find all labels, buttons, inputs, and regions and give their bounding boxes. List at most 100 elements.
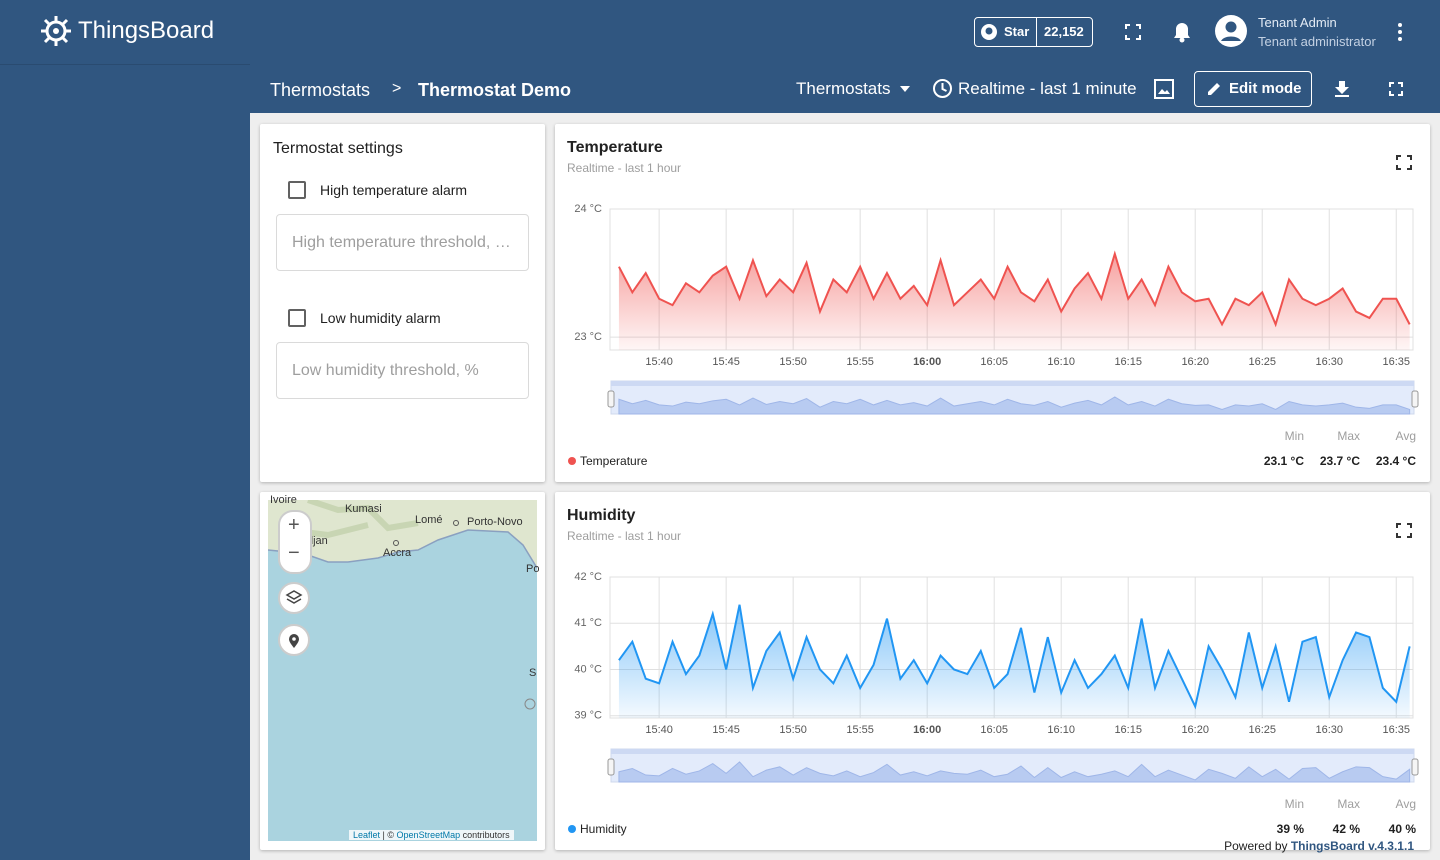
github-icon — [981, 24, 997, 40]
x-tick-label: 15:55 — [846, 356, 874, 368]
y-tick-label: 23 °C — [574, 331, 602, 343]
link[interactable]: OpenStreetMap — [396, 830, 461, 840]
chart: 39 °C 40 °C 41 °C 42 °C 15:40 15:45 15:50 15:55… — [568, 523, 1419, 833]
map-label: Kumasi — [345, 503, 382, 515]
zoom-out[interactable]: − — [288, 542, 300, 564]
area — [618, 604, 1410, 718]
navigator-handle[interactable] — [1411, 758, 1419, 776]
y-tick-label: 42 °C — [574, 571, 602, 583]
legend-stat-label: Min — [1284, 797, 1304, 811]
settings-widget: Termostat settings High temperature alar… — [260, 124, 545, 482]
widget-subtitle: Realtime - last 1 hour — [567, 161, 682, 175]
navigator-handle[interactable] — [607, 758, 615, 776]
breadcrumb-current: Thermostat Demo — [418, 80, 572, 100]
edit-mode-button[interactable] — [1194, 71, 1312, 107]
x-tick-label: 15:45 — [712, 356, 740, 368]
placeholder: Low humidity threshold, % — [292, 362, 479, 379]
checkbox[interactable] — [288, 309, 306, 327]
timewindow[interactable]: Realtime - last 1 minute — [958, 79, 1137, 98]
image-icon[interactable] — [1154, 79, 1174, 99]
footer-link[interactable]: ThingsBoard v.4.3.1.1 — [1290, 839, 1414, 853]
breadcrumb-parent[interactable]: Thermostats — [270, 80, 371, 100]
navigator-handle[interactable] — [1411, 390, 1419, 408]
download-icon[interactable] — [1334, 80, 1350, 98]
legend-stat-label: Avg — [1395, 429, 1416, 443]
footer-text: Powered by — [1224, 839, 1288, 853]
fullscreen-icon[interactable] — [1396, 155, 1412, 170]
github-star-button[interactable] — [974, 17, 1093, 47]
line — [618, 250, 1411, 328]
x-tick-label: 15:40 — [645, 724, 673, 736]
menu-icon[interactable] — [1396, 22, 1404, 42]
map-label: Po — [526, 563, 540, 575]
x-tick-label: 16:05 — [980, 356, 1008, 368]
x-tick-label: 16:00 — [913, 724, 941, 736]
navigator-bar — [611, 381, 1414, 386]
x-tick-label: 15:40 — [645, 356, 673, 368]
navigator-handle[interactable] — [607, 390, 615, 408]
marker-button[interactable] — [278, 624, 310, 656]
legend-stat-label: Max — [1337, 429, 1360, 443]
text-input[interactable]: Low humidity threshold, % — [276, 342, 529, 399]
star-count: 22,152 — [1044, 24, 1084, 39]
breadcrumb-separator: > — [392, 80, 402, 97]
x-tick-label: 16:10 — [1047, 724, 1075, 736]
legend-stat-label: Max — [1337, 797, 1360, 811]
notifications-icon[interactable] — [1172, 21, 1192, 43]
divider — [0, 64, 250, 65]
clock-icon — [933, 79, 952, 98]
legend-stat-label: Min — [1284, 429, 1304, 443]
chart-widget: Temperature Realtime - last 1 hour 23 °C 24… — [555, 124, 1430, 482]
widget-title: Humidity — [567, 507, 636, 524]
checkbox-label: High temperature alarm — [320, 182, 468, 198]
x-tick-label: 15:45 — [712, 724, 740, 736]
x-tick-label: 16:35 — [1382, 724, 1410, 736]
text-input[interactable]: High temperature threshold, … — [276, 214, 529, 271]
edit-icon — [1208, 83, 1220, 95]
zoom-control — [278, 510, 312, 574]
y-tick-label: 24 °C — [574, 203, 602, 215]
edit-mode-label: Edit mode — [1229, 80, 1302, 97]
avatar[interactable] — [1215, 15, 1247, 47]
logo-icon — [41, 16, 71, 46]
legend-stat-value: 23.7 °C — [1319, 454, 1360, 468]
map-label: djan — [307, 535, 328, 547]
chart-widget: Humidity Realtime - last 1 hour 39 °C 40 °C… — [555, 492, 1430, 850]
x-tick-label: 16:20 — [1181, 356, 1209, 368]
legend-stat-value: 39 % — [1276, 822, 1304, 836]
navigator-series — [618, 396, 1411, 415]
x-tick-label: 16:10 — [1047, 356, 1075, 368]
chart: 23 °C 24 °C 15:40 15:45 15:50 15:55 16:00 16:05… — [568, 155, 1419, 465]
legend-stat-label: Avg — [1395, 797, 1416, 811]
x-tick-label: 16:30 — [1315, 356, 1343, 368]
zoom-in[interactable]: + — [288, 514, 300, 536]
line — [618, 604, 1411, 710]
map-label: Lomé — [415, 514, 443, 526]
map-label: Ivoire — [270, 494, 297, 506]
city-dot — [524, 698, 536, 710]
x-tick-label: 15:55 — [846, 724, 874, 736]
checkbox[interactable] — [288, 181, 306, 199]
legend-stat-value: 42 % — [1332, 822, 1360, 836]
link[interactable]: Leaflet — [353, 830, 381, 840]
fullscreen-icon[interactable] — [1125, 24, 1141, 40]
fullscreen-icon[interactable] — [1396, 523, 1412, 538]
fullscreen-icon[interactable] — [1389, 82, 1403, 96]
divider — [1036, 17, 1037, 47]
text: contributors — [462, 830, 510, 840]
state-select[interactable]: Thermostats — [796, 79, 891, 98]
text: | © — [382, 830, 395, 840]
y-tick-label: 41 °C — [574, 617, 602, 629]
map-widget: Ivoire Kumasi Lomé Porto-Novo djan Accra Po S +… — [260, 492, 545, 850]
user-role: Tenant administrator — [1258, 34, 1376, 49]
placeholder: High temperature threshold, … — [292, 234, 511, 251]
x-tick-label: 16:15 — [1114, 724, 1142, 736]
legend-stat-value: 40 % — [1388, 822, 1416, 836]
map[interactable] — [268, 500, 537, 841]
x-tick-label: 15:50 — [779, 356, 807, 368]
area — [618, 253, 1410, 350]
land — [268, 500, 537, 568]
layers-button[interactable] — [278, 582, 310, 614]
legend-marker — [568, 825, 576, 833]
